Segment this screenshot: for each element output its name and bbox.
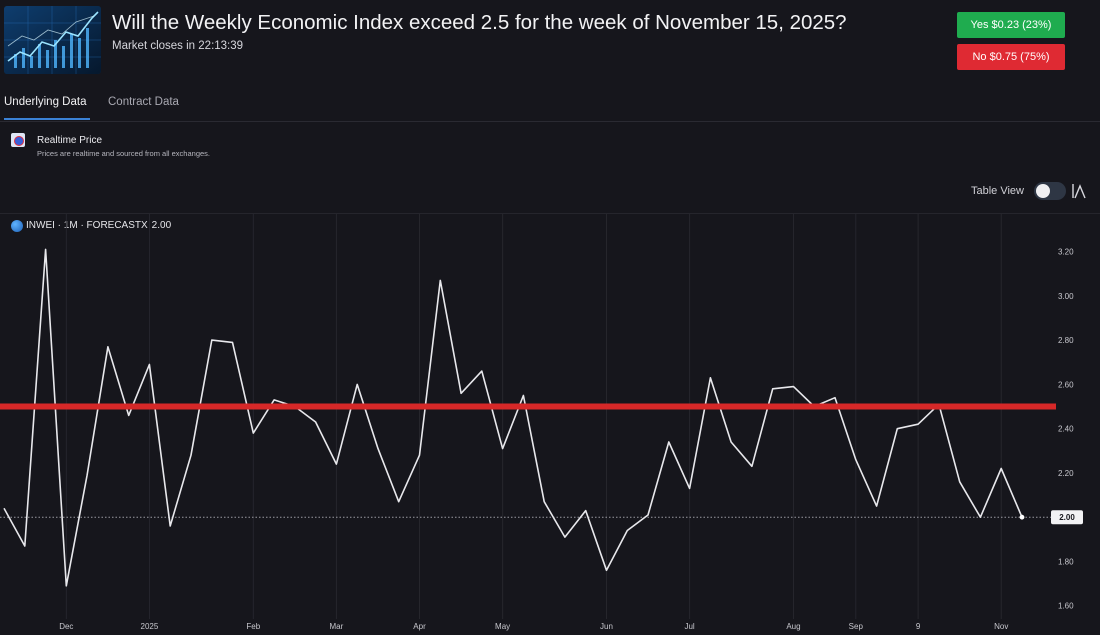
table-view-toggle[interactable] <box>1034 182 1066 200</box>
data-point[interactable] <box>957 479 963 485</box>
data-point[interactable] <box>977 514 983 520</box>
tab-contract-data[interactable]: Contract Data <box>108 96 179 108</box>
data-point[interactable] <box>541 499 547 505</box>
data-point[interactable] <box>375 446 381 452</box>
x-tick-label: Feb <box>246 622 260 631</box>
data-point[interactable] <box>167 523 173 529</box>
data-point[interactable] <box>105 344 111 350</box>
series-line <box>3 248 1023 587</box>
data-point[interactable] <box>458 390 464 396</box>
x-tick-label: Jun <box>600 622 613 631</box>
data-point[interactable] <box>894 426 900 432</box>
data-point[interactable] <box>790 384 796 390</box>
data-point[interactable] <box>874 503 880 509</box>
data-point[interactable] <box>271 397 277 403</box>
x-tick-label: Nov <box>994 622 1008 631</box>
tabs-divider <box>0 121 1100 122</box>
current-value-label: 2.00 <box>1059 513 1075 522</box>
data-point[interactable] <box>832 395 838 401</box>
data-point[interactable] <box>437 277 443 283</box>
data-point[interactable] <box>583 508 589 514</box>
y-tick-label: 2.40 <box>1058 425 1074 434</box>
data-point[interactable] <box>188 452 194 458</box>
x-tick-label: 9 <box>916 622 921 631</box>
realtime-price-title: Realtime Price <box>37 135 103 146</box>
data-point[interactable] <box>250 430 256 436</box>
realtime-price-subtitle: Prices are realtime and sourced from all… <box>37 149 210 158</box>
y-tick-label: 1.80 <box>1058 557 1074 566</box>
data-point[interactable] <box>63 583 69 589</box>
y-tick-label: 3.20 <box>1058 248 1074 257</box>
toggle-knob <box>1036 184 1050 198</box>
data-point[interactable] <box>146 361 152 367</box>
data-point[interactable] <box>22 543 28 549</box>
y-tick-label: 2.60 <box>1058 380 1074 389</box>
data-point[interactable] <box>915 421 921 427</box>
market-close-countdown: Market closes in 22:13:39 <box>112 40 244 52</box>
buy-yes-button[interactable]: Yes $0.23 (23%) <box>957 12 1065 38</box>
data-point[interactable] <box>43 246 49 252</box>
market-thumbnail <box>4 6 101 74</box>
chart-top-divider <box>0 213 1100 214</box>
x-tick-label: Apr <box>413 622 426 631</box>
data-point[interactable] <box>562 534 568 540</box>
y-tick-label: 1.60 <box>1058 602 1074 611</box>
chart-legend: INWEI · 1M · FORECASTX 2.00 <box>26 220 171 231</box>
active-tab-indicator <box>4 118 90 120</box>
data-point[interactable] <box>687 485 693 491</box>
data-point[interactable] <box>520 392 526 398</box>
data-point[interactable] <box>603 567 609 573</box>
data-point[interactable] <box>645 512 651 518</box>
data-point[interactable] <box>230 339 236 345</box>
data-point[interactable] <box>354 381 360 387</box>
x-tick-label: 2025 <box>141 622 159 631</box>
tab-underlying-data[interactable]: Underlying Data <box>4 96 87 108</box>
data-point[interactable] <box>1 505 7 511</box>
legend-value: 2.00 <box>151 220 172 231</box>
legend-symbol: INWEI · 1M · FORECASTX <box>26 220 148 231</box>
chart-type-icon[interactable] <box>1071 183 1087 199</box>
last-point-marker <box>1019 514 1025 520</box>
data-point[interactable] <box>313 419 319 425</box>
data-point[interactable] <box>728 439 734 445</box>
x-tick-label: Jul <box>684 622 694 631</box>
y-tick-label: 2.20 <box>1058 469 1074 478</box>
market-title: Will the Weekly Economic Index exceed 2.… <box>112 11 847 34</box>
data-point[interactable] <box>998 466 1004 472</box>
line-chart[interactable]: 3.20 3.00 2.80 2.60 2.40 2.20 2.00 1.80 1.60 2.00… <box>0 214 1100 635</box>
data-point[interactable] <box>126 412 132 418</box>
x-tick-label: Dec <box>59 622 73 631</box>
x-tick-label: May <box>495 622 510 631</box>
data-point[interactable] <box>500 446 506 452</box>
y-tick-label: 2.80 <box>1058 336 1074 345</box>
data-point[interactable] <box>770 386 776 392</box>
x-tick-label: Sep <box>849 622 864 631</box>
buy-no-button[interactable]: No $0.75 (75%) <box>957 44 1065 70</box>
stock-chart-thumbnail-icon <box>4 6 101 74</box>
globe-icon <box>11 220 23 232</box>
data-point[interactable] <box>84 472 90 478</box>
data-point[interactable] <box>396 499 402 505</box>
data-point[interactable] <box>749 463 755 469</box>
data-point[interactable] <box>333 461 339 467</box>
data-point[interactable] <box>479 368 485 374</box>
data-point[interactable] <box>209 337 215 343</box>
data-point[interactable] <box>853 457 859 463</box>
x-tick-label: Mar <box>330 622 344 631</box>
data-point[interactable] <box>624 527 630 533</box>
x-tick-label: Aug <box>786 622 800 631</box>
data-point[interactable] <box>666 439 672 445</box>
y-tick-label: 3.00 <box>1058 292 1074 301</box>
realtime-price-icon <box>11 133 25 147</box>
data-point[interactable] <box>707 375 713 381</box>
data-point[interactable] <box>417 452 423 458</box>
table-view-label: Table View <box>971 185 1024 197</box>
current-value-badge <box>1051 510 1083 525</box>
